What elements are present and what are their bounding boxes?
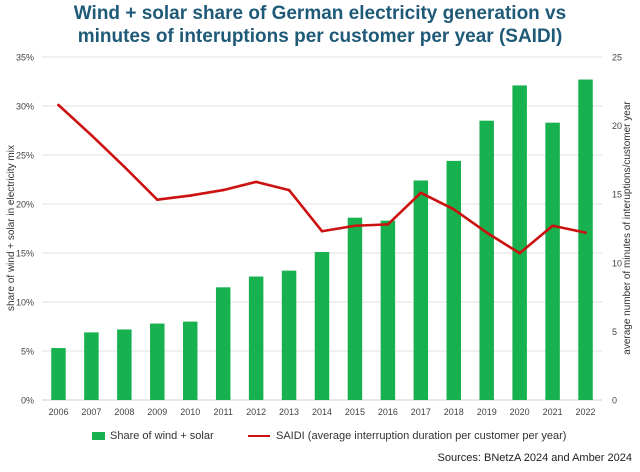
x-tick-label: 2008 bbox=[114, 407, 134, 417]
left-axis-label: share of wind + solar in electricity mix bbox=[6, 145, 17, 311]
x-tick-label: 2021 bbox=[543, 407, 563, 417]
left-tick-label: 20% bbox=[16, 200, 34, 210]
left-tick-label: 25% bbox=[16, 151, 34, 161]
left-tick-label: 15% bbox=[16, 249, 34, 259]
left-axis-ticks: 0% 5% 10% 15% 20% 25% 30% 35% bbox=[16, 53, 34, 406]
gridlines bbox=[42, 56, 602, 401]
left-tick-label: 5% bbox=[21, 347, 34, 357]
x-tick-label: 2019 bbox=[477, 407, 497, 417]
x-tick-label: 2012 bbox=[246, 407, 266, 417]
chart-title: Wind + solar share of German electricity… bbox=[0, 2, 640, 48]
chart-title-line-2: minutes of interuptions per customer per… bbox=[77, 26, 563, 47]
legend-swatch-bar bbox=[92, 432, 105, 440]
bar-wind-solar-2019 bbox=[479, 120, 494, 400]
bar-wind-solar-2017 bbox=[413, 180, 429, 400]
saidi-point-2013 bbox=[287, 188, 291, 192]
right-tick-label: 10 bbox=[612, 258, 622, 268]
chart-title-line-1: Wind + solar share of German electricity… bbox=[73, 3, 567, 24]
saidi-point-2016 bbox=[386, 223, 390, 226]
legend-label-line: SAIDI (average interruption duration per… bbox=[276, 430, 567, 442]
x-tick-label: 2018 bbox=[444, 407, 464, 417]
saidi-point-2017 bbox=[419, 191, 423, 195]
left-tick-label: 30% bbox=[16, 102, 34, 112]
x-tick-label: 2010 bbox=[180, 407, 200, 417]
bar-wind-solar-2006 bbox=[51, 348, 66, 400]
saidi-point-2022 bbox=[584, 231, 587, 234]
bar-wind-solar-2014 bbox=[314, 252, 330, 400]
x-tick-label: 2006 bbox=[48, 407, 68, 417]
x-tick-label: 2016 bbox=[378, 407, 398, 417]
left-tick-label: 35% bbox=[16, 53, 34, 63]
saidi-point-2014 bbox=[320, 229, 324, 233]
right-tick-label: 5 bbox=[612, 327, 617, 337]
x-axis-ticks: 2006 2007 2008 2009 2010 2011 2012 2013 2014 2015… bbox=[48, 407, 595, 417]
bar-wind-solar-2013 bbox=[281, 270, 297, 400]
saidi-point-2012 bbox=[254, 180, 258, 184]
right-tick-label: 25 bbox=[612, 53, 622, 63]
x-tick-label: 2020 bbox=[510, 407, 530, 417]
bar-wind-solar-2016 bbox=[380, 220, 396, 400]
bar-wind-solar-2010 bbox=[182, 321, 198, 400]
right-axis-ticks: 0 5 10 15 20 25 bbox=[612, 53, 622, 406]
saidi-point-2015 bbox=[353, 224, 357, 228]
x-tick-label: 2007 bbox=[81, 407, 101, 417]
bar-wind-solar-2021 bbox=[545, 122, 560, 400]
x-tick-label: 2013 bbox=[279, 407, 299, 417]
source-note: Sources: BNetzA 2024 and Amber 2024 bbox=[437, 452, 632, 464]
saidi-point-2019 bbox=[485, 231, 489, 234]
saidi-point-2011 bbox=[221, 188, 225, 192]
right-axis-label: average number of minutes of interuption… bbox=[622, 101, 633, 355]
bar-wind-solar-2009 bbox=[150, 323, 165, 400]
bar-wind-solar-2022 bbox=[578, 79, 593, 400]
right-tick-label: 20 bbox=[612, 121, 622, 131]
legend: Share of wind + solar SAIDI (average int… bbox=[0, 428, 640, 444]
saidi-point-2006 bbox=[57, 103, 60, 107]
x-tick-label: 2017 bbox=[411, 407, 431, 417]
bar-wind-solar-2020 bbox=[512, 85, 527, 401]
bar-wind-solar-2015 bbox=[347, 217, 363, 400]
bar-wind-solar-2007 bbox=[84, 332, 99, 400]
saidi-point-2007 bbox=[90, 133, 93, 137]
x-tick-label: 2009 bbox=[147, 407, 167, 417]
right-tick-label: 15 bbox=[612, 190, 622, 200]
line-series bbox=[57, 103, 587, 255]
bar-wind-solar-2011 bbox=[215, 287, 231, 400]
saidi-point-2009 bbox=[155, 198, 159, 201]
x-tick-label: 2014 bbox=[312, 407, 332, 417]
saidi-point-2008 bbox=[123, 165, 126, 169]
x-tick-label: 2022 bbox=[576, 407, 596, 417]
left-tick-label: 10% bbox=[16, 298, 34, 308]
legend-swatch-line bbox=[248, 435, 270, 437]
saidi-point-2020 bbox=[518, 251, 521, 255]
bar-wind-solar-2012 bbox=[248, 276, 264, 400]
bar-wind-solar-2008 bbox=[117, 329, 132, 400]
legend-label-bar: Share of wind + solar bbox=[110, 430, 214, 442]
x-tick-label: 2011 bbox=[213, 407, 232, 417]
left-tick-label: 0% bbox=[21, 396, 34, 406]
saidi-point-2018 bbox=[452, 207, 456, 211]
saidi-point-2021 bbox=[551, 224, 554, 228]
bar-series bbox=[51, 79, 593, 401]
saidi-point-2010 bbox=[188, 194, 192, 197]
x-tick-label: 2015 bbox=[345, 407, 365, 417]
bar-wind-solar-2018 bbox=[446, 160, 462, 400]
right-tick-label: 0 bbox=[612, 396, 617, 406]
